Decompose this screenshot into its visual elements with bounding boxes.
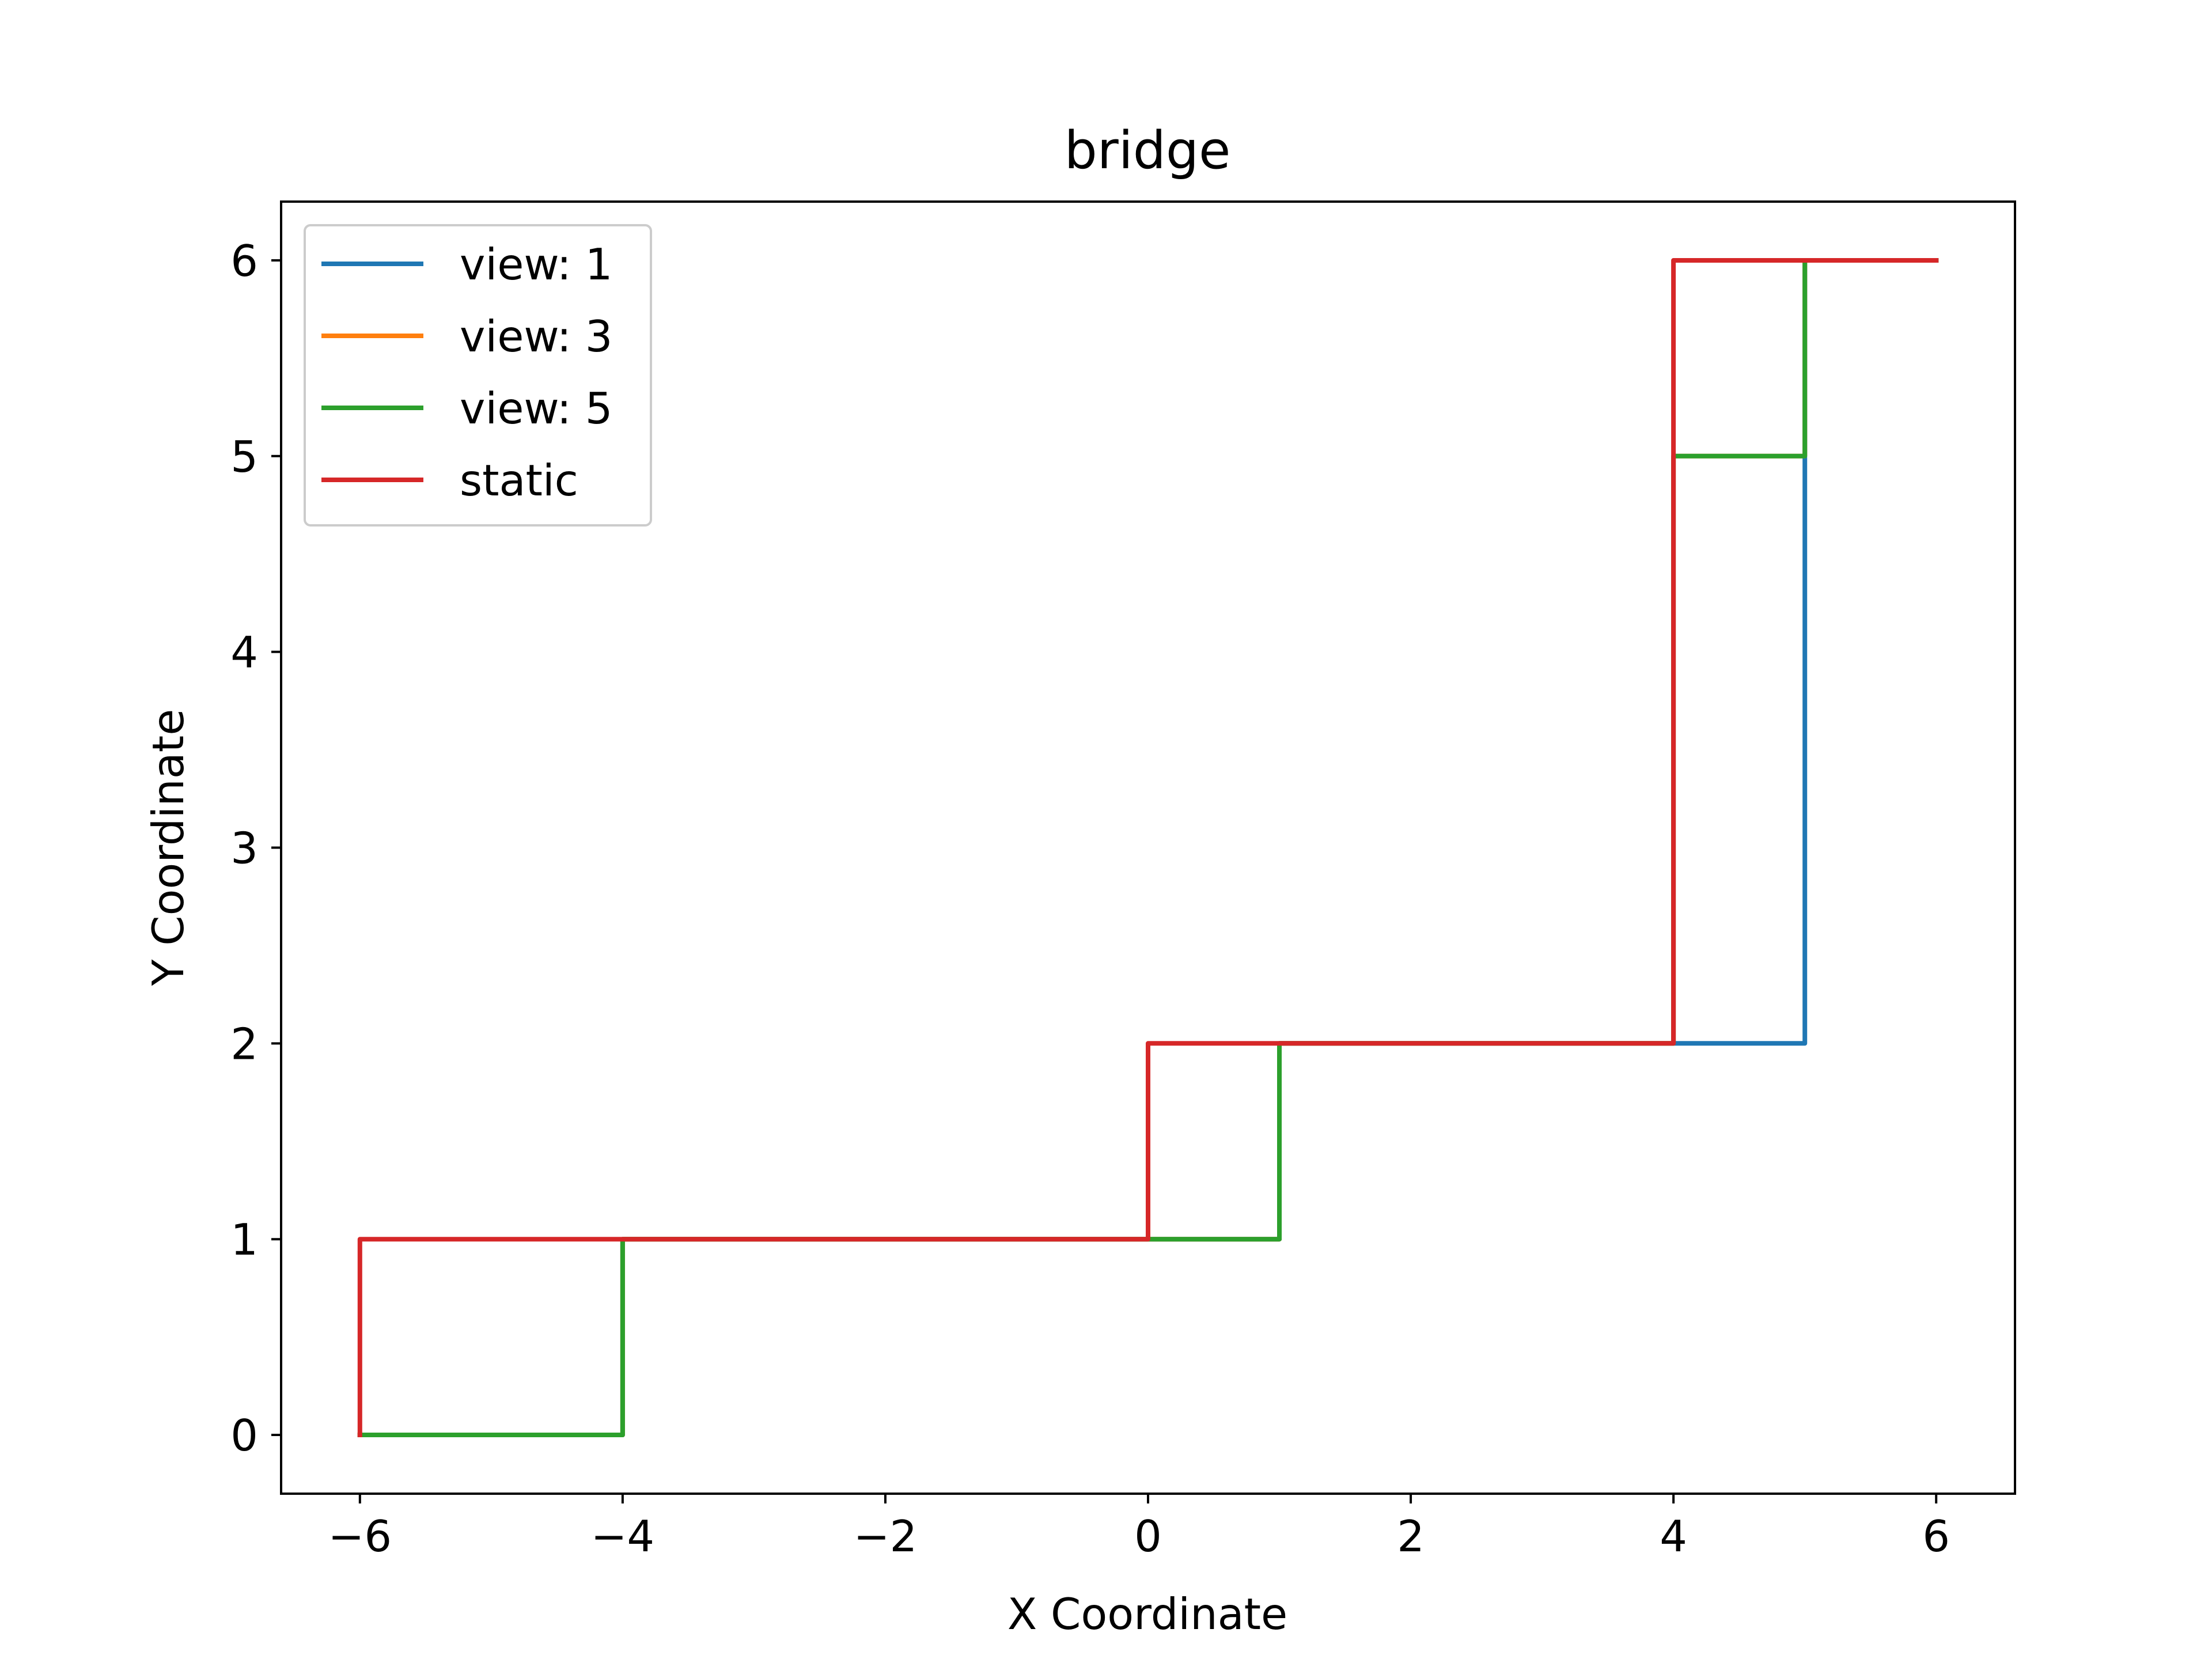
y-tick-label: 2: [230, 1018, 258, 1069]
x-tick-label: −2: [854, 1511, 918, 1562]
legend-label-0: view: 1: [460, 239, 612, 290]
y-tick-label: 0: [230, 1410, 258, 1461]
x-axis: −6 −4 −2 0 2 4 6: [328, 1494, 1950, 1562]
chart-title: bridge: [1065, 120, 1231, 181]
x-tick-label: 2: [1397, 1511, 1425, 1562]
y-axis: 0 1 2 3 4 5 6: [230, 236, 281, 1461]
x-tick-label: 6: [1922, 1511, 1950, 1562]
x-tick-label: 0: [1134, 1511, 1162, 1562]
y-tick-label: 3: [230, 823, 258, 874]
y-axis-label: Y Coordinate: [143, 709, 194, 987]
plot-area: [357, 258, 1939, 1437]
y-tick-label: 6: [230, 236, 258, 286]
y-tick-label: 1: [230, 1214, 258, 1265]
x-tick-label: −6: [328, 1511, 392, 1562]
y-tick-label: 4: [230, 627, 258, 678]
legend: view: 1 view: 3 view: 5 static: [304, 224, 652, 527]
legend-label-1: view: 3: [460, 311, 612, 362]
legend-label-3: static: [460, 455, 578, 506]
x-axis-label: X Coordinate: [1007, 1589, 1287, 1639]
legend-label-2: view: 5: [460, 383, 612, 434]
legend-box: [304, 224, 652, 527]
x-tick-label: 4: [1660, 1511, 1687, 1562]
x-tick-label: −4: [591, 1511, 655, 1562]
y-tick-label: 5: [230, 431, 258, 482]
series-line-3: [357, 258, 1939, 1437]
